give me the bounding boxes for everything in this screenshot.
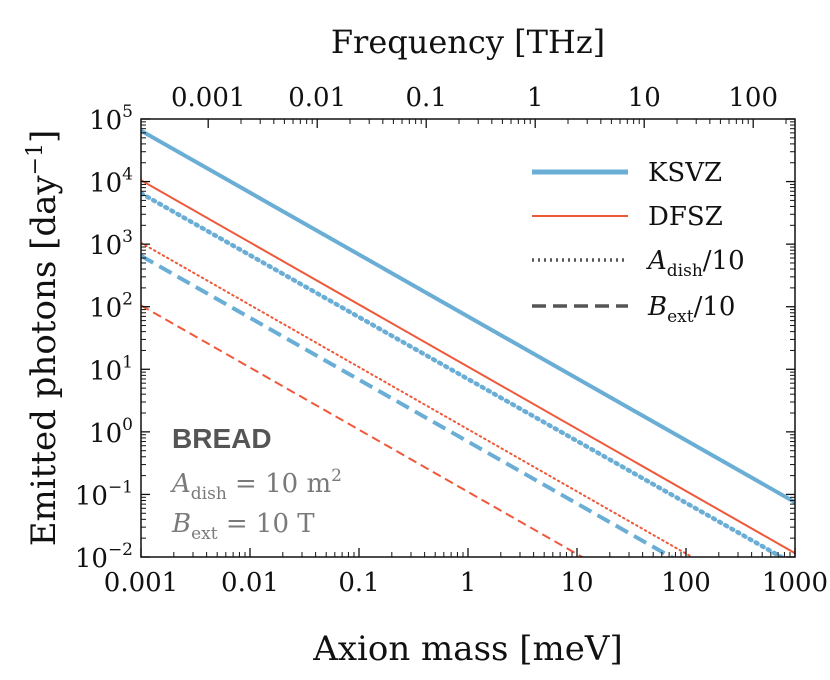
y-axis-title-main: Emitted photons [day	[24, 175, 64, 547]
y-tick-label-1: 10−1	[75, 477, 133, 511]
top-tick-label-4: 10	[628, 83, 661, 113]
x-tick-label-1: 0.01	[221, 568, 279, 598]
annotation-adish: Adish = 10 m2	[170, 466, 342, 504]
x-tick-label-5: 100	[661, 568, 711, 598]
annotation-bext-rest: = 10 T	[218, 509, 316, 539]
x-tick-label-4: 10	[560, 568, 593, 598]
plot-frame	[140, 118, 796, 558]
y-tick-exp: 1	[122, 352, 133, 372]
legend: KSVZ DFSZ Adish/10 Bext/10	[532, 158, 745, 327]
y-tick-base: 10	[89, 106, 122, 136]
x-tick-label-2: 0.1	[338, 568, 379, 598]
x-tick-label-6: 1000	[762, 568, 828, 598]
y-tick-base: 10	[89, 356, 122, 386]
top-tick-label-2: 0.1	[406, 83, 447, 113]
legend-adish-main: A	[646, 246, 667, 276]
legend-label-ksvz: KSVZ	[648, 158, 722, 188]
annotation-adish-main: A	[170, 469, 191, 499]
annotation: BREAD Adish = 10 m2 Bext = 10 T	[170, 423, 342, 544]
y-tick-exp: 5	[122, 102, 133, 122]
legend-label-bext: Bext/10	[647, 292, 735, 327]
y-tick-label-7: 105	[89, 102, 133, 136]
y-axis-title: Emitted photons [day−1]	[23, 130, 64, 547]
series-line-2	[141, 191, 786, 557]
legend-label-dfsz: DFSZ	[648, 202, 723, 232]
top-axis-title: Frequency [THz]	[331, 23, 605, 61]
x-tick-label-0: 0.001	[104, 568, 178, 598]
ticks-group	[140, 118, 796, 558]
top-tick-label-3: 1	[527, 83, 544, 113]
tick-labels-group: 0.001 0.01 0.1 1 10 100 100010−210−11001011021…	[75, 83, 830, 598]
y-tick-exp: 4	[122, 165, 133, 185]
y-tick-exp: 2	[122, 290, 133, 310]
y-tick-base: 10	[89, 169, 122, 199]
y-tick-label-3: 101	[89, 352, 133, 386]
y-tick-label-5: 103	[89, 227, 133, 261]
y-tick-label-2: 100	[89, 415, 133, 449]
y-tick-base: 10	[75, 544, 108, 574]
series-line-0	[141, 128, 795, 504]
y-tick-exp: 0	[122, 415, 133, 435]
x-tick-label-3: 1	[460, 568, 477, 598]
annotation-bext: Bext = 10 T	[171, 509, 315, 544]
y-tick-exp: −2	[108, 540, 133, 560]
y-tick-exp: −1	[108, 477, 133, 497]
legend-adish-sub: dish	[667, 261, 703, 281]
y-tick-base: 10	[75, 481, 108, 511]
y-tick-exp: 3	[122, 227, 133, 247]
annotation-adish-sup: 2	[331, 466, 342, 486]
y-tick-base: 10	[89, 294, 122, 324]
top-tick-label-5: 100	[728, 83, 778, 113]
legend-bext-main: B	[647, 292, 667, 322]
legend-bext-sub: ext	[667, 307, 694, 327]
legend-bext-rest: /10	[694, 292, 736, 322]
y-tick-label-6: 104	[89, 165, 133, 199]
top-tick-label-1: 0.01	[288, 83, 346, 113]
legend-label-adish: Adish/10	[646, 246, 745, 281]
y-tick-base: 10	[89, 231, 122, 261]
legend-adish-rest: /10	[703, 246, 745, 276]
series-line-1	[141, 179, 795, 555]
y-tick-base: 10	[89, 419, 122, 449]
top-tick-label-0: 0.001	[171, 83, 245, 113]
y-tick-label-4: 102	[89, 290, 133, 324]
y-tick-label-0: 10−2	[75, 540, 133, 574]
annotation-title: BREAD	[172, 423, 272, 454]
y-axis-title-end: ]	[24, 130, 64, 143]
annotation-adish-sub: dish	[191, 484, 227, 504]
annotation-bext-main: B	[171, 509, 191, 539]
y-axis-title-sup: −1	[23, 143, 48, 175]
annotation-bext-sub: ext	[191, 524, 218, 544]
annotation-adish-rest: = 10 m	[227, 469, 331, 499]
x-axis-title: Axion mass [meV]	[312, 629, 622, 669]
